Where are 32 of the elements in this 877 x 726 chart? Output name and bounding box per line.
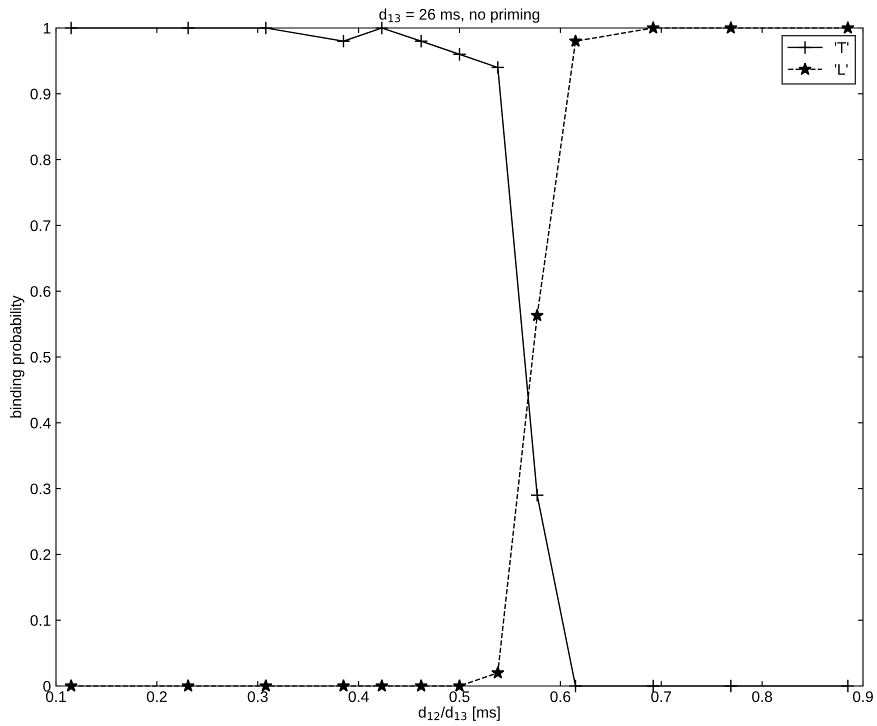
x-axis-title: d$_{12}$/d$_{13}$ [ms] <box>418 706 500 721</box>
y-tick-label: 0.4 <box>30 418 51 428</box>
y-tick-label: 0.3 <box>30 483 50 494</box>
x-tick-label: 0.3 <box>248 691 268 702</box>
y-axis-title: binding probability <box>10 295 24 418</box>
x-tick-label: 0.6 <box>550 691 570 702</box>
y-tick-label: 0.1 <box>30 615 50 626</box>
y-tick-label: 0.2 <box>30 549 50 560</box>
point <box>336 34 350 48</box>
y-tick-label: 0.8 <box>30 154 50 166</box>
x-tick-label: 0.8 <box>752 691 772 702</box>
point <box>491 666 504 679</box>
y-tick-label: 0 <box>43 680 51 692</box>
x-tick-label: 0.4 <box>348 691 369 702</box>
x-tick-label: 0.5 <box>449 691 470 702</box>
point <box>490 60 505 74</box>
y-tick-label: 0.5 <box>30 352 50 363</box>
x-tick-label: 0.9 <box>852 691 873 702</box>
point <box>530 488 544 502</box>
point <box>568 34 582 47</box>
y-tick-label: 1 <box>44 23 50 34</box>
point <box>530 308 544 322</box>
y-tick-label: 0.6 <box>30 286 50 297</box>
y-tick-label: 0.9 <box>30 88 50 100</box>
y-tick-label: 0.7 <box>30 220 50 232</box>
chart-title: d$_{13}$ = 26 ms, no priming <box>379 8 540 23</box>
legend-label: 'L' <box>834 64 848 75</box>
legend-label: 'T' <box>834 42 848 53</box>
x-tick-label: 0.2 <box>146 691 167 702</box>
point <box>414 34 428 48</box>
x-tick-label: 0.7 <box>651 691 672 702</box>
point <box>452 47 466 62</box>
